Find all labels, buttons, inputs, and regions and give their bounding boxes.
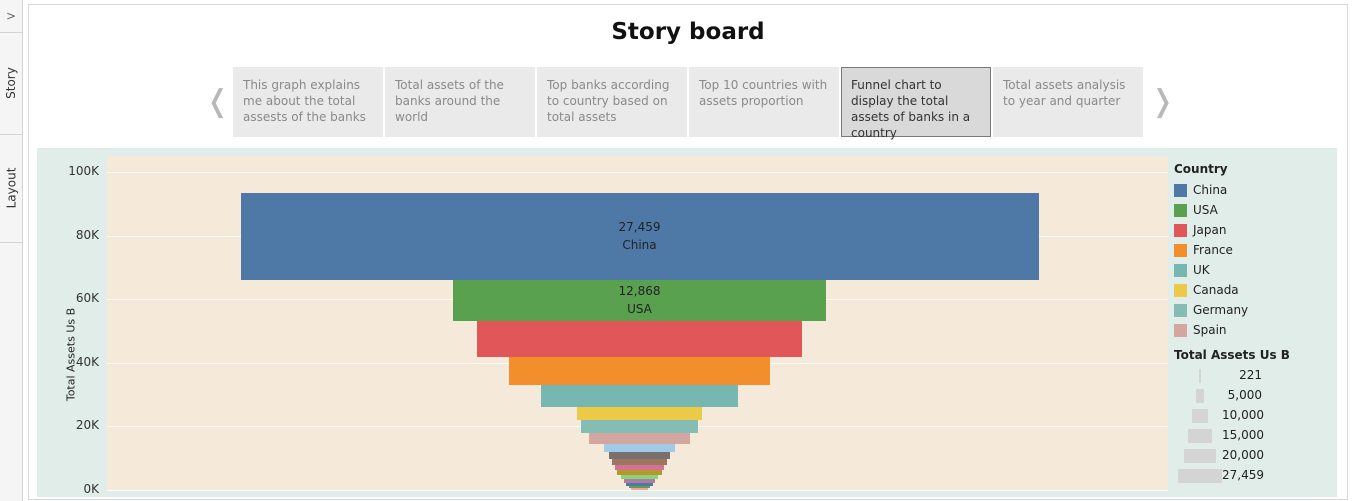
y-tick-label: 100K [68, 163, 99, 178]
story-point-6[interactable]: Total assets analysis to year and quarte… [993, 67, 1143, 137]
tab-layout[interactable]: Layout [0, 134, 22, 243]
size-legend-mark [1183, 449, 1217, 463]
story-point-5[interactable]: Funnel chart to display the total assets… [841, 67, 991, 140]
story-point-4[interactable]: Top 10 countries with assets proportion [689, 67, 839, 137]
legend-label: Canada [1193, 283, 1239, 297]
gridline [107, 171, 1168, 173]
data-label-category: China [622, 238, 657, 253]
y-tick-label: 0K [83, 482, 99, 496]
funnel-bar[interactable] [603, 444, 676, 453]
size-legend-mark [1187, 429, 1212, 443]
funnel-visualization: Total Assets Us B 0K 20K 40K 60K 80K 100K 27,… [37, 148, 1337, 497]
funnel-bar[interactable] [614, 464, 665, 471]
size-legend-item: 221 [1174, 366, 1334, 386]
data-label-category: USA [627, 302, 652, 317]
funnel-bar[interactable] [630, 488, 649, 491]
size-legend-label: 20,000 [1222, 448, 1264, 462]
y-tick-label: 60K [75, 291, 99, 306]
story-point-3[interactable]: Top banks according to country based on … [537, 67, 687, 137]
legend-label: UK [1193, 263, 1210, 277]
next-point-arrow-icon[interactable]: ❭ [1150, 84, 1176, 119]
legend-label: Spain [1193, 323, 1227, 337]
legend-label: Germany [1193, 303, 1249, 317]
size-legend-mark [1199, 369, 1201, 383]
country-legend: Country China USA Japan France UK Canada Germa… [1174, 162, 1334, 340]
left-rail: > Story Layout [0, 0, 23, 501]
funnel-bar-japan[interactable] [476, 320, 803, 357]
legend-label: France [1193, 243, 1233, 257]
legend-item-france[interactable]: France [1174, 240, 1334, 260]
legend-label: USA [1193, 203, 1218, 217]
legend-label: China [1193, 183, 1228, 197]
funnel-bar[interactable] [616, 470, 662, 476]
legend-label: Japan [1193, 223, 1227, 237]
funnel-bar-china[interactable]: 27,459 China [240, 192, 1039, 280]
y-tick-label: 20K [75, 418, 99, 433]
previous-point-arrow-icon[interactable]: ❬ [205, 84, 231, 119]
tab-story-label: Story [4, 67, 19, 99]
size-legend: Total Assets Us B 221 5,000 10,000 15,000 20… [1174, 348, 1334, 486]
funnel-bar-germany[interactable] [581, 420, 698, 434]
funnel-bar[interactable] [623, 479, 656, 483]
legend-item-spain[interactable]: Spain [1174, 320, 1334, 340]
chevron-right-icon[interactable]: > [0, 0, 22, 33]
size-legend-item: 5,000 [1174, 386, 1334, 406]
story-frame: Story board ❬ This graph explains me abo… [28, 4, 1348, 500]
legend-swatch [1174, 323, 1187, 337]
legend-item-japan[interactable]: Japan [1174, 220, 1334, 240]
legend-item-canada[interactable]: Canada [1174, 280, 1334, 300]
size-legend-item: 10,000 [1174, 406, 1334, 426]
size-legend-title: Total Assets Us B [1174, 348, 1290, 362]
size-legend-mark [1178, 469, 1222, 483]
legend-swatch [1174, 283, 1187, 297]
gridline [107, 490, 1168, 491]
legend-swatch [1174, 183, 1187, 197]
legend-item-uk[interactable]: UK [1174, 260, 1334, 280]
legend-swatch [1174, 203, 1187, 217]
data-label-value: 27,459 [618, 220, 661, 235]
funnel-bar-france[interactable] [508, 356, 771, 386]
funnel-bar[interactable] [628, 485, 651, 489]
story-point-1[interactable]: This graph explains me about the total a… [233, 67, 383, 137]
size-legend-label: 5,000 [1227, 388, 1262, 402]
story-point-2[interactable]: Total assets of the banks around the wor… [385, 67, 535, 137]
legend-swatch [1174, 223, 1187, 237]
funnel-plot-area: 27,459 China 12,868 USA [107, 156, 1168, 491]
legend-swatch [1174, 303, 1187, 317]
size-legend-mark [1191, 409, 1208, 423]
size-legend-label: 10,000 [1222, 408, 1264, 422]
legend-swatch [1174, 243, 1187, 257]
legend-item-usa[interactable]: USA [1174, 200, 1334, 220]
size-legend-label: 15,000 [1222, 428, 1264, 442]
legend-item-china[interactable]: China [1174, 180, 1334, 200]
legend-swatch [1174, 263, 1187, 277]
tab-story[interactable]: Story [0, 32, 22, 135]
size-legend-mark [1195, 389, 1204, 403]
size-legend-item: 15,000 [1174, 426, 1334, 446]
funnel-bar-usa[interactable]: 12,868 USA [452, 279, 827, 321]
size-legend-item: 27,459 [1174, 466, 1334, 486]
legend-item-germany[interactable]: Germany [1174, 300, 1334, 320]
y-tick-label: 40K [75, 354, 99, 369]
funnel-bar-canada[interactable] [577, 406, 702, 421]
y-tick-label: 80K [75, 227, 99, 242]
country-legend-title: Country [1174, 162, 1228, 176]
funnel-bar[interactable] [611, 458, 668, 465]
size-legend-label: 27,459 [1222, 468, 1264, 482]
size-legend-label: 221 [1239, 368, 1262, 382]
funnel-bar[interactable] [620, 475, 659, 480]
funnel-bar[interactable] [608, 452, 670, 459]
size-legend-item: 20,000 [1174, 446, 1334, 466]
tab-layout-label: Layout [4, 167, 19, 209]
funnel-bar-uk[interactable] [540, 385, 739, 407]
funnel-bar-spain[interactable] [588, 433, 691, 445]
funnel-bar[interactable] [626, 482, 653, 486]
data-label-value: 12,868 [618, 284, 661, 299]
story-title: Story board [611, 19, 765, 45]
